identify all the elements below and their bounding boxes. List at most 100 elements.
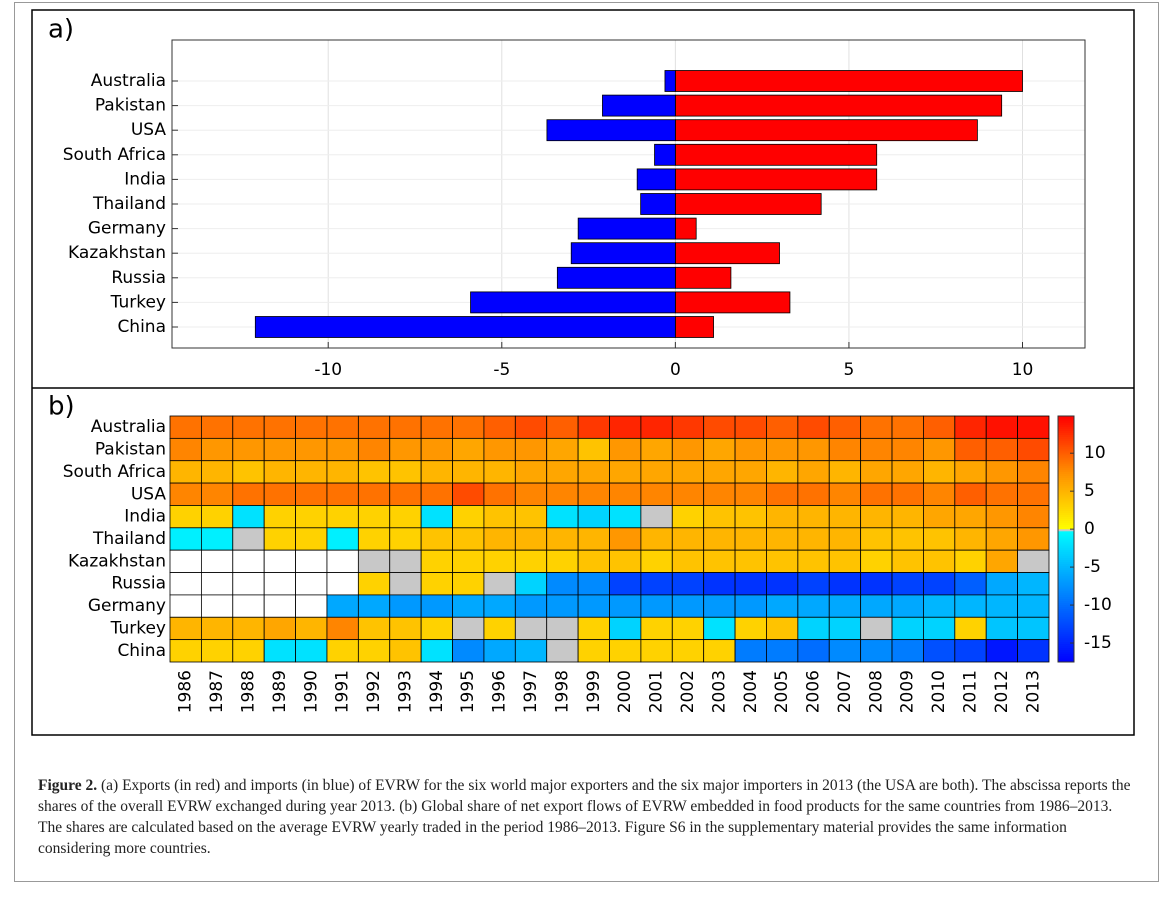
colorbar-strip [1058, 436, 1074, 440]
colorbar-strip [1058, 528, 1074, 532]
heatmap-cell [828, 639, 862, 663]
x-tick-label: 1990 [301, 670, 321, 713]
heatmap-cell [483, 616, 516, 641]
heatmap-cell [766, 639, 799, 663]
heatmap-cell [640, 482, 673, 506]
heatmap-cell [985, 639, 1019, 663]
bar [556, 266, 676, 289]
colorbar-strip [1058, 551, 1074, 554]
heatmap-cell [766, 549, 799, 573]
y-tick-label: South Africa [63, 462, 166, 482]
y-tick-label: China [117, 641, 166, 661]
colorbar-strip [1058, 444, 1074, 448]
y-tick-label: USA [131, 120, 167, 140]
colorbar-strip [1058, 594, 1074, 597]
x-tick-label: 1999 [584, 670, 604, 713]
heatmap-cell [389, 639, 422, 663]
heatmap-cell [295, 505, 328, 529]
heatmap-cell [985, 572, 1019, 596]
heatmap-cell [200, 639, 234, 663]
colorbar-strip [1058, 475, 1074, 478]
bar [674, 316, 714, 338]
colorbar-tick-label: -10 [1084, 595, 1112, 615]
y-tick-label: Kazakhstan [68, 551, 166, 571]
x-tick-label: 2006 [804, 670, 824, 713]
heatmap-cell [357, 572, 391, 596]
heatmap-cell [420, 616, 453, 641]
x-tick-label: 2009 [898, 670, 918, 713]
heatmap-cell [860, 415, 893, 439]
x-tick-label: 2012 [992, 670, 1012, 713]
colorbar-strip [1058, 635, 1074, 638]
heatmap-cell [860, 460, 893, 484]
heatmap-cell [954, 460, 987, 484]
heatmap-cell [1017, 549, 1050, 573]
heatmap-cell [389, 415, 422, 439]
heatmap-cell [389, 616, 422, 641]
heatmap-cell [326, 505, 359, 529]
colorbar-strip [1058, 420, 1074, 423]
heatmap-cell [703, 594, 736, 618]
y-tick-label: Russia [111, 574, 166, 594]
heatmap-cell [703, 460, 736, 484]
colorbar-strip [1058, 557, 1074, 560]
heatmap-cell [546, 616, 579, 641]
heatmap-cell [483, 482, 516, 506]
colorbar-strip [1058, 430, 1074, 433]
heatmap-cell [891, 505, 924, 529]
heatmap-cell [860, 505, 893, 529]
x-tick-label: 2010 [929, 670, 949, 713]
heatmap-cell [200, 460, 234, 484]
empty-cell [295, 594, 328, 618]
heatmap-cell [295, 415, 328, 439]
heatmap-cell [295, 616, 328, 641]
y-tick-label: Kazakhstan [68, 243, 166, 263]
y-tick-label: India [124, 169, 166, 189]
heatmap-cell [295, 639, 328, 663]
heatmap-cell [200, 505, 234, 529]
colorbar-strip [1058, 633, 1074, 636]
heatmap-cell [797, 549, 830, 573]
colorbar-strip [1058, 473, 1074, 476]
colorbar-strip [1058, 592, 1074, 595]
colorbar-strip [1058, 539, 1074, 542]
heatmap-cell [797, 482, 830, 506]
heatmap-cell [546, 527, 579, 551]
colorbar-strip [1058, 440, 1074, 444]
colorbar-strip [1058, 659, 1074, 663]
heatmap-cell [169, 415, 202, 439]
heatmap-cell [954, 594, 987, 618]
heatmap-cell [985, 415, 1019, 439]
heatmap-cell [326, 639, 359, 663]
panel-label: a) [48, 15, 74, 45]
colorbar-strip [1058, 524, 1074, 528]
colorbar-strip [1058, 567, 1074, 571]
heatmap-cell [671, 572, 705, 596]
colorbar-strip [1058, 584, 1074, 587]
heatmap-cell [923, 505, 956, 529]
colorbar-strip [1058, 481, 1074, 485]
colorbar-strip [1058, 653, 1074, 657]
colorbar-strip [1058, 606, 1074, 610]
heatmap-cell [577, 572, 610, 596]
heatmap-cell [640, 616, 673, 641]
heatmap-cell [703, 437, 736, 462]
colorbar-strip [1058, 549, 1074, 552]
heatmap-cell [420, 505, 453, 529]
heatmap-cell [640, 594, 673, 618]
bar [674, 94, 1003, 117]
x-tick-label: 2008 [866, 670, 886, 713]
colorbar-strip [1058, 627, 1074, 630]
heatmap-cell [1017, 505, 1050, 529]
heatmap-cell [640, 460, 673, 484]
heatmap-cell [954, 572, 987, 596]
heatmap-cell [577, 482, 610, 506]
bar [674, 168, 878, 191]
x-tick-label: 2000 [615, 670, 635, 713]
heatmap-cell [797, 415, 830, 439]
heatmap-cell [1017, 415, 1050, 439]
heatmap-cell [1017, 616, 1050, 641]
heatmap-cell [1017, 460, 1050, 484]
heatmap-cell [295, 437, 328, 462]
heatmap-cell [891, 437, 924, 462]
